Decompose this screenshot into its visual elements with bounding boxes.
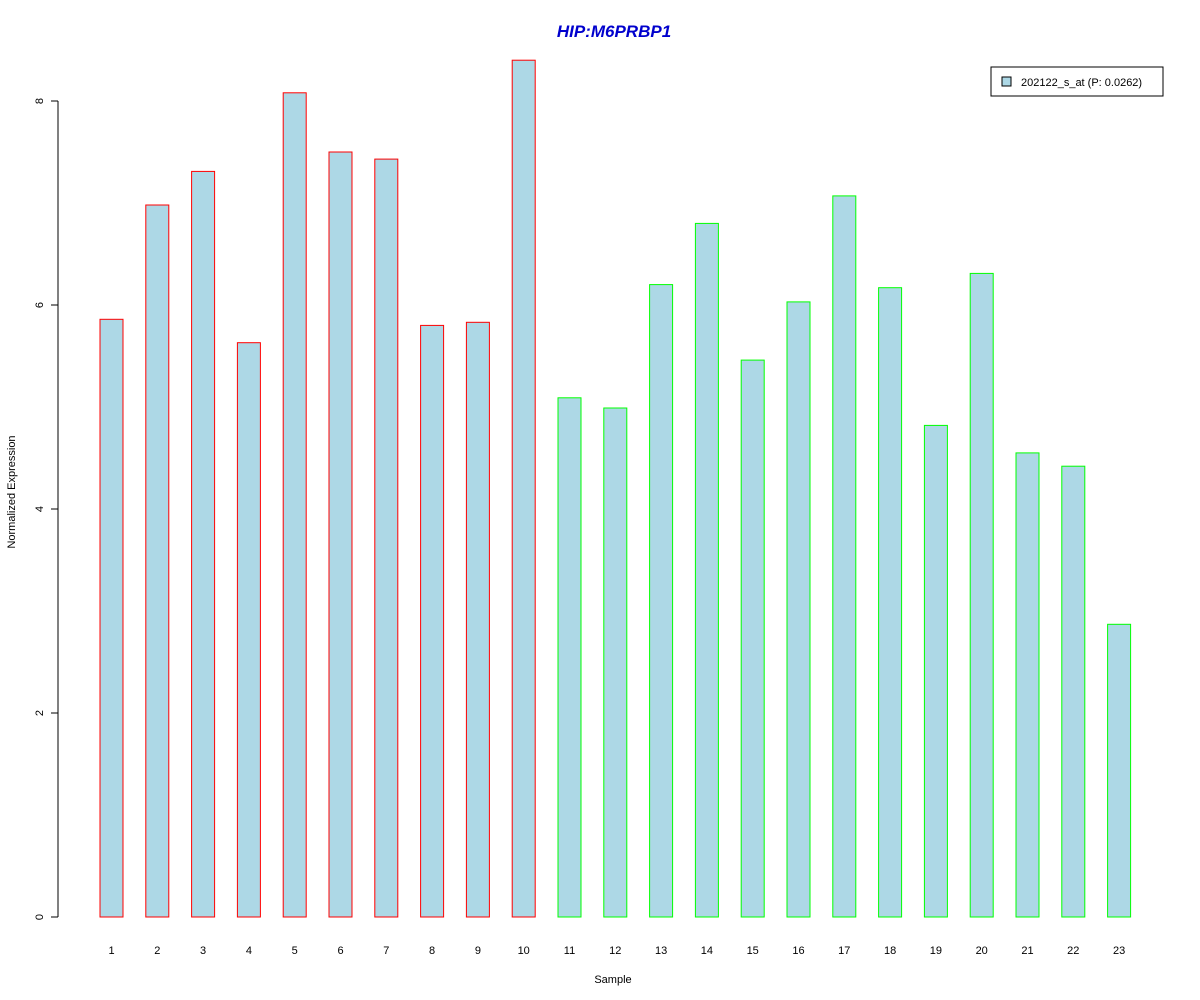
x-tick-label: 2 — [154, 945, 160, 957]
x-tick-label: 23 — [1113, 945, 1125, 957]
x-tick-label: 14 — [701, 945, 713, 957]
y-tick-label: 4 — [34, 506, 46, 512]
x-tick-labels: 1 2 3 4 5 6 7 8 9 10 11 12 13 14 15 16 17 18 19 20 21 22 23 — [108, 945, 1125, 957]
y-tick-label: 6 — [34, 302, 46, 308]
y-tick-label: 2 — [34, 710, 46, 716]
legend-label: 202122_s_at (P: 0.0262) — [1021, 77, 1142, 89]
bar-sample-17 — [832, 195, 857, 918]
x-tick-label: 9 — [475, 945, 481, 957]
bar-sample-13 — [649, 284, 674, 918]
x-tick-label: 20 — [976, 945, 988, 957]
bar-sample-16 — [786, 301, 811, 918]
x-tick-label: 5 — [292, 945, 298, 957]
bar-sample-7 — [374, 158, 399, 918]
y-tick-label: 8 — [34, 98, 46, 104]
x-tick-label: 22 — [1067, 945, 1079, 957]
bar-sample-23 — [1107, 623, 1132, 918]
bar-sample-9 — [465, 321, 490, 918]
x-tick-label: 6 — [337, 945, 343, 957]
x-tick-label: 7 — [383, 945, 389, 957]
bar-sample-18 — [878, 287, 903, 918]
x-tick-label: 4 — [246, 945, 252, 957]
bar-sample-21 — [1015, 452, 1040, 918]
y-tick-label: 0 — [34, 914, 46, 920]
y-axis-label: Normalized Expression — [6, 435, 18, 548]
legend-swatch — [1001, 76, 1012, 87]
bar-sample-6 — [328, 151, 353, 918]
chart-title: HIP:M6PRBP1 — [557, 22, 671, 41]
x-tick-label: 13 — [655, 945, 667, 957]
bar-sample-5 — [282, 92, 307, 918]
bar-sample-10 — [511, 59, 536, 918]
x-tick-label: 11 — [564, 945, 575, 957]
x-tick-label: 21 — [1021, 945, 1033, 957]
legend-box — [990, 66, 1164, 97]
y-axis: 0 2 4 6 8 — [34, 98, 59, 920]
x-tick-label: 12 — [609, 945, 621, 957]
legend: 202122_s_at (P: 0.0262) — [990, 66, 1164, 97]
bar-sample-11 — [557, 397, 582, 918]
bar-sample-4 — [236, 342, 261, 918]
x-tick-label: 17 — [838, 945, 850, 957]
bar-sample-3 — [191, 170, 216, 918]
x-tick-label: 1 — [108, 945, 114, 957]
bar-sample-1 — [99, 318, 124, 918]
x-tick-label: 15 — [747, 945, 759, 957]
x-tick-label: 3 — [200, 945, 206, 957]
bar-sample-15 — [740, 359, 765, 918]
bars — [99, 59, 1132, 918]
bar-sample-8 — [420, 324, 445, 918]
bar-sample-20 — [969, 272, 994, 918]
x-tick-label: 19 — [930, 945, 942, 957]
x-tick-label: 10 — [518, 945, 530, 957]
bar-sample-2 — [145, 204, 170, 918]
x-tick-label: 8 — [429, 945, 435, 957]
bar-sample-19 — [923, 424, 948, 918]
x-tick-label: 16 — [792, 945, 804, 957]
x-axis-label: Sample — [594, 974, 631, 986]
bar-sample-12 — [603, 407, 628, 918]
bar-sample-14 — [694, 222, 719, 918]
x-tick-label: 18 — [884, 945, 896, 957]
bar-sample-22 — [1061, 465, 1086, 918]
